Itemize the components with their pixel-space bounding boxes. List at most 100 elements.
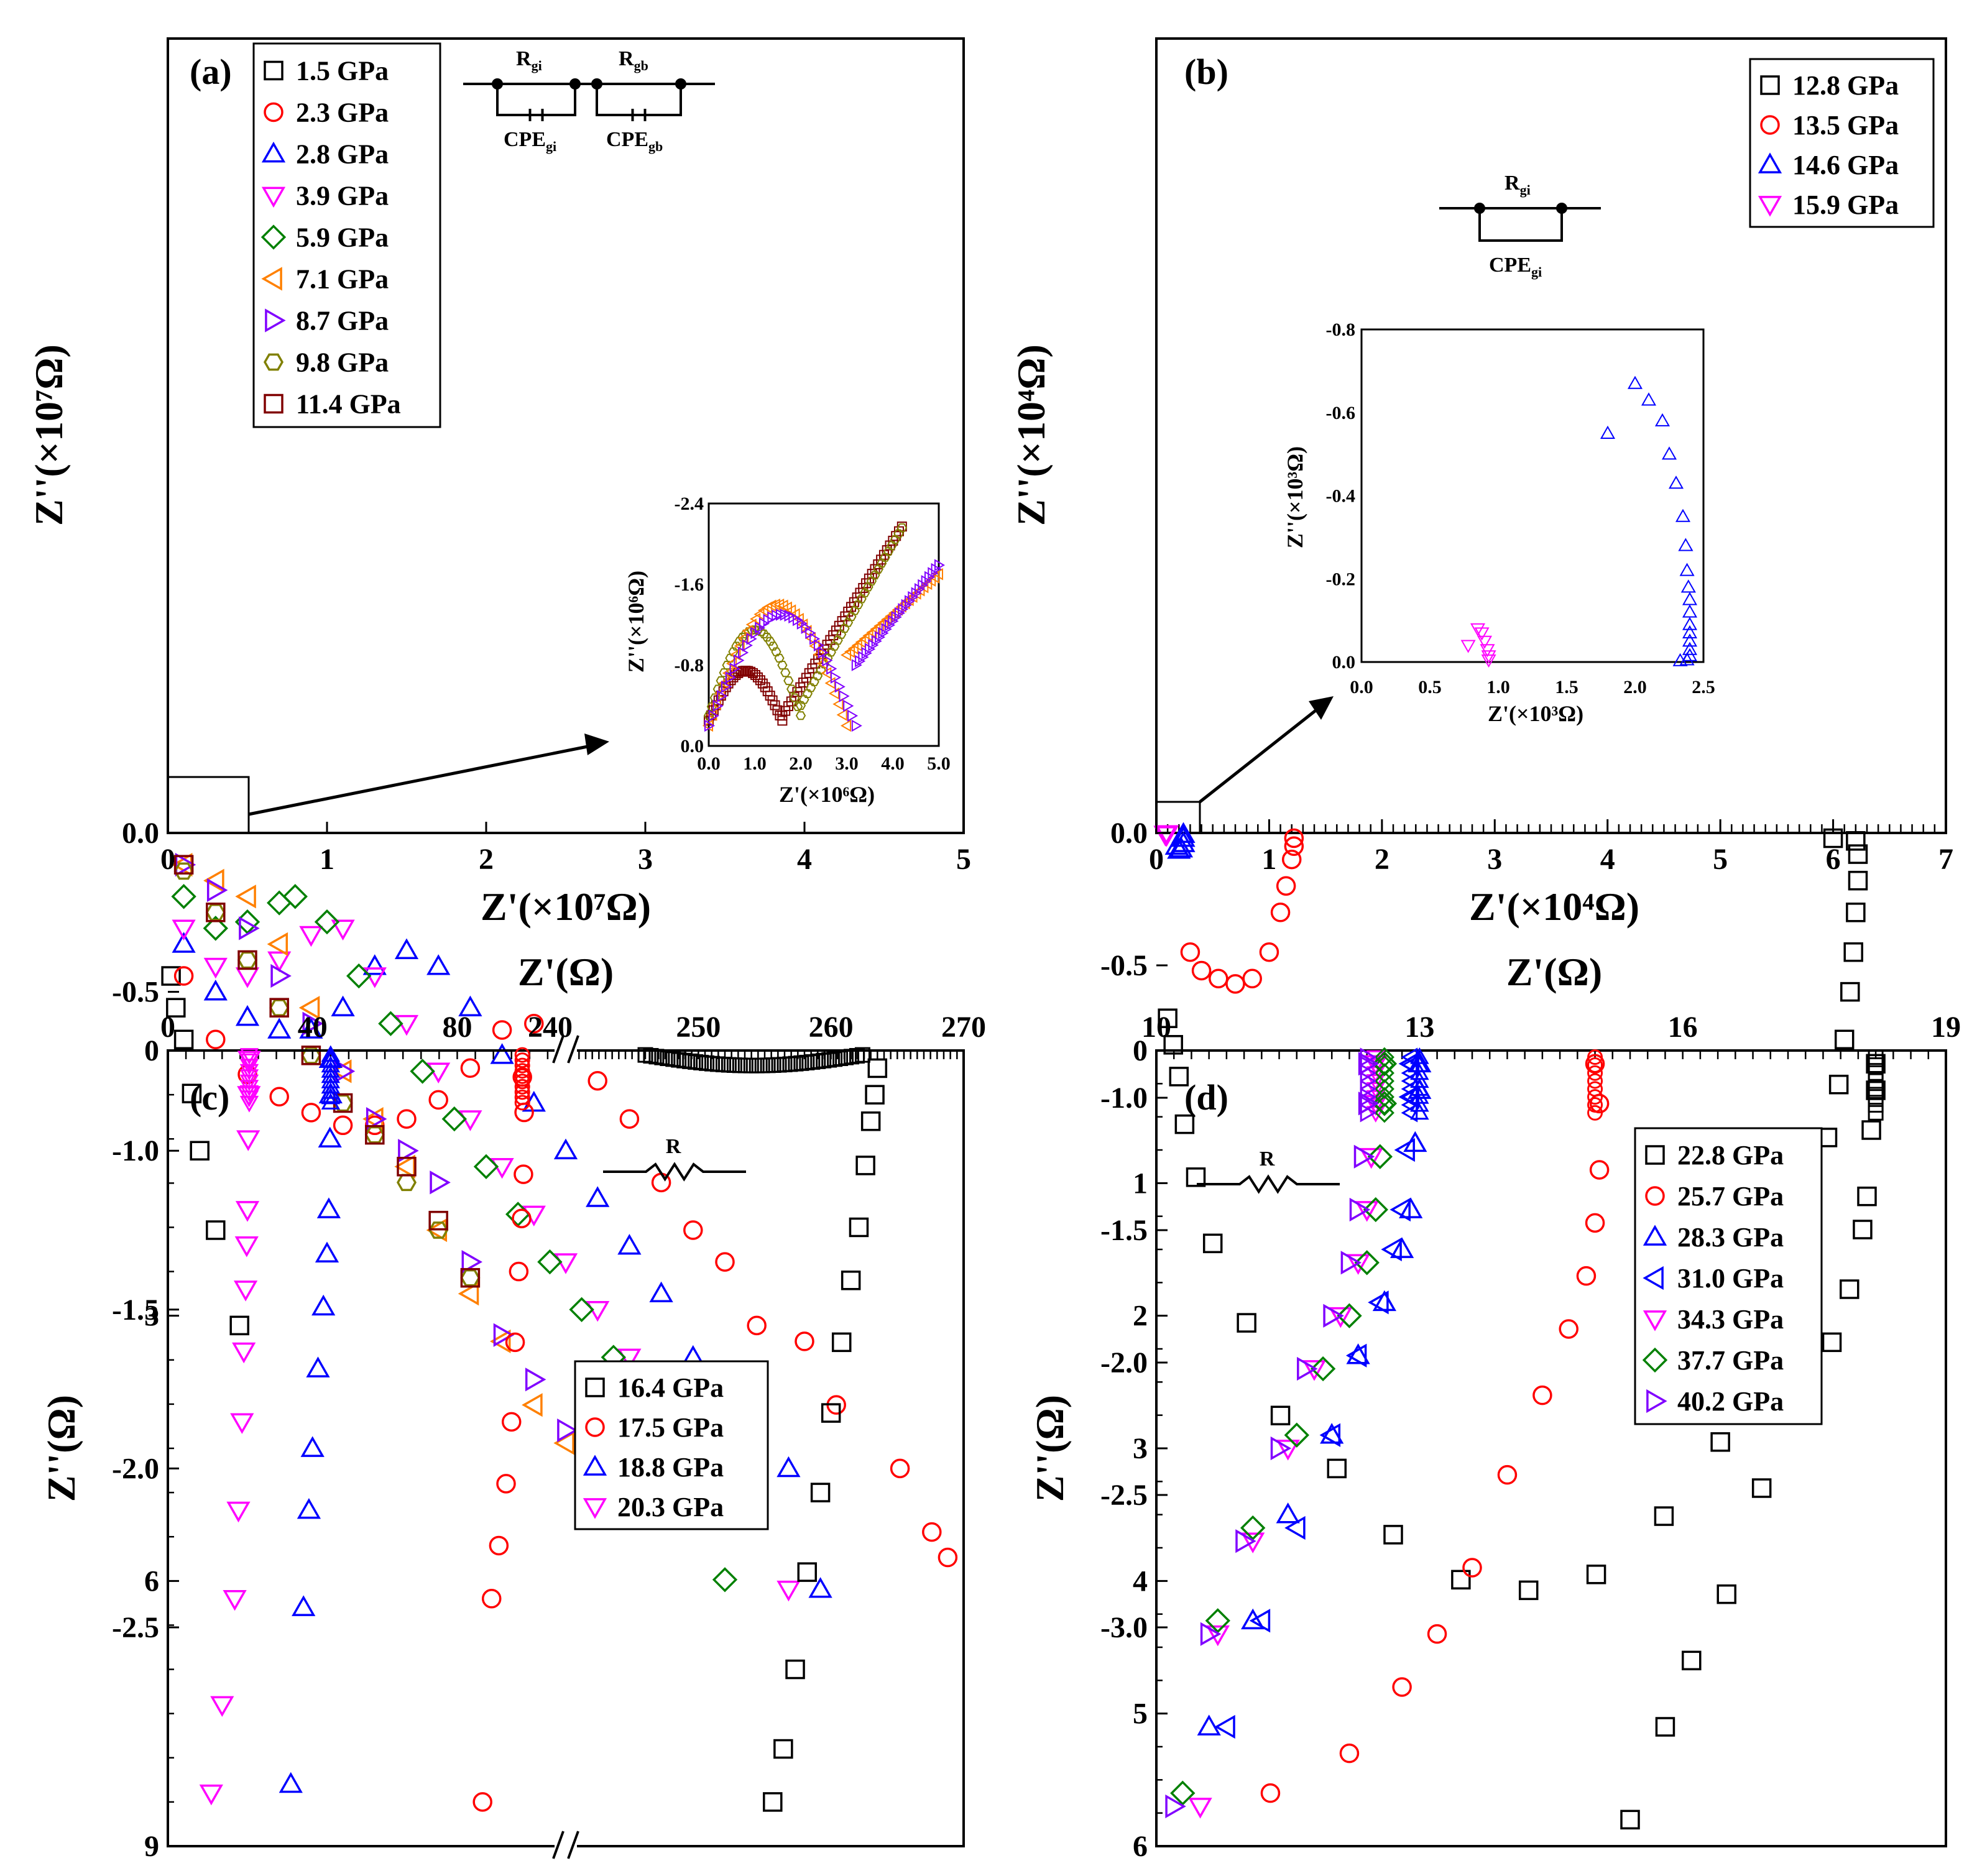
data-point (397, 1157, 417, 1177)
inset-x-tick-label: 2.0 (1623, 677, 1647, 697)
data-point (1401, 1103, 1418, 1123)
data-point (1587, 1097, 1603, 1113)
data-point (173, 1029, 194, 1050)
inset-point (896, 523, 907, 533)
data-point (1171, 822, 1196, 843)
circuit-branch (496, 83, 576, 116)
data-point (321, 1093, 341, 1110)
data-point (472, 1792, 492, 1812)
data-point (234, 1236, 259, 1258)
subscript: gb (648, 139, 663, 154)
inset-point (836, 709, 847, 721)
data-point (490, 1043, 514, 1064)
x-tick-label: 40 (298, 1011, 328, 1044)
data-point (1861, 1120, 1881, 1140)
data-point (1363, 1197, 1388, 1223)
data-point (1828, 1074, 1849, 1095)
inset-point (924, 571, 936, 584)
data-point (1497, 1464, 1518, 1485)
data-point (1259, 942, 1279, 962)
inset-point (1627, 375, 1643, 389)
inset-point (710, 697, 721, 710)
inset-point (822, 654, 833, 667)
data-point (514, 1052, 530, 1069)
data-point (1518, 1580, 1539, 1601)
data-point (514, 1047, 530, 1063)
data-point (1374, 1087, 1394, 1107)
x-axis-label: Z'(×10⁴Ω) (1469, 885, 1639, 929)
legend-marker (261, 141, 286, 163)
data-point (514, 1068, 530, 1084)
data-point (1323, 1304, 1344, 1328)
data-point (712, 1567, 738, 1593)
inset-point (1678, 538, 1694, 551)
data-point (1868, 1089, 1884, 1105)
inset-point (1675, 508, 1691, 522)
data-point (1353, 1144, 1375, 1169)
x-axis-label: Z'(Ω) (1506, 950, 1602, 994)
data-point (1620, 1809, 1640, 1830)
data-point (333, 1115, 353, 1136)
circuit-branch (596, 83, 682, 116)
data-point (299, 926, 323, 947)
data-point (1710, 1432, 1730, 1452)
inset-point (1481, 650, 1496, 664)
data-point (522, 1393, 543, 1417)
legend-entry: 7.1 GPa (296, 264, 389, 295)
panel-label: (b) (1184, 52, 1228, 92)
data-point (235, 1201, 260, 1222)
data-point (458, 1282, 479, 1306)
inset-point (799, 695, 809, 704)
y-tick-label: -2.0 (112, 1452, 159, 1485)
x-tick-label: 1 (320, 843, 334, 876)
data-point (398, 1139, 419, 1163)
data-point (1237, 1313, 1256, 1333)
y-tick-label: -1.5 (1100, 1214, 1148, 1247)
data-point (206, 1220, 226, 1240)
axis-break (552, 1035, 565, 1064)
x-tick-label: 5 (956, 843, 971, 876)
inset-point (842, 618, 854, 627)
data-point (1589, 1160, 1610, 1180)
data-point (301, 1046, 321, 1065)
x-axis-label: Z'(×10⁷Ω) (481, 885, 651, 929)
data-point (1576, 1266, 1597, 1286)
data-point (1868, 1049, 1884, 1065)
x-tick-label: 2 (479, 843, 494, 876)
subscript: gb (634, 58, 648, 73)
legend-entry: 37.7 GPa (1677, 1345, 1784, 1376)
data-point (1354, 1250, 1380, 1276)
inset-x-tick-label: 0.0 (1350, 677, 1373, 697)
inset-point (890, 535, 901, 545)
circuit-r-label: R (666, 1135, 681, 1158)
data-point (505, 1332, 525, 1353)
data-point (314, 909, 340, 935)
legend-entry: 22.8 GPa (1677, 1140, 1784, 1170)
inset-point (870, 571, 880, 580)
data-point (301, 1103, 321, 1123)
data-point (299, 1018, 323, 1039)
data-point (1843, 942, 1863, 962)
legend-entry: 13.5 GPa (1792, 110, 1899, 140)
data-point (1532, 1385, 1552, 1405)
data-point (1374, 1055, 1394, 1075)
data-point (1389, 1237, 1414, 1258)
data-point (481, 1589, 502, 1609)
data-point (489, 1535, 509, 1556)
data-point (747, 1315, 767, 1336)
legend-entry: 20.3 GPa (617, 1492, 724, 1522)
legend-entry: 25.7 GPa (1677, 1181, 1784, 1212)
inset-point (932, 568, 943, 581)
data-point (1346, 1343, 1370, 1364)
panel-b: 0 1 2 3 4 5 6 7 0.0 -0.5 -1.0 -1.5 -2.0 -2.5 -3.0 Z'(×1… (1009, 37, 1953, 1644)
data-point (203, 979, 228, 1001)
data-point (223, 1589, 247, 1611)
data-point (1587, 1089, 1603, 1105)
data-point (1241, 1532, 1265, 1553)
inset-point (1477, 635, 1493, 649)
data-point (321, 1050, 341, 1067)
inset-point (934, 559, 946, 571)
data-point (331, 919, 355, 941)
inset-x-tick-label: 1.0 (743, 753, 767, 774)
data-point (1381, 1237, 1402, 1262)
